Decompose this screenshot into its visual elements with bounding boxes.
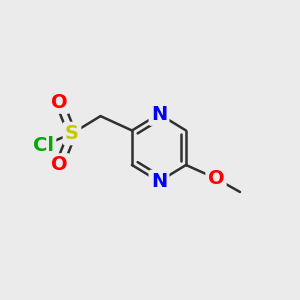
Text: O: O	[208, 169, 224, 188]
Text: O: O	[51, 155, 68, 175]
Text: S: S	[65, 124, 79, 143]
Text: Cl: Cl	[33, 136, 54, 155]
Text: O: O	[51, 92, 68, 112]
Text: N: N	[151, 172, 167, 191]
Text: N: N	[151, 104, 167, 124]
